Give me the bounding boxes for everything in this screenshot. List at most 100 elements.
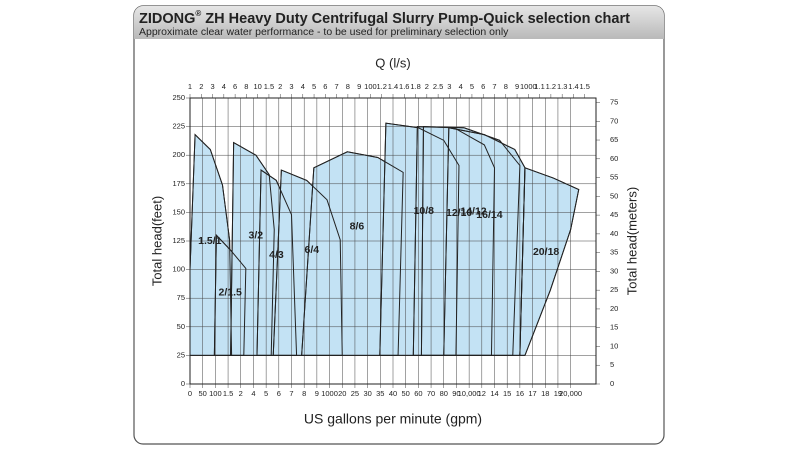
y2-tick-label: 5 bbox=[610, 360, 614, 369]
y-tick-label: 25 bbox=[177, 350, 185, 359]
x-tick-label: 5 bbox=[264, 389, 268, 398]
x2-tick-label: 10 bbox=[253, 82, 261, 91]
region-label: 8/6 bbox=[350, 220, 365, 232]
x2-tick-label: 1.4 bbox=[388, 82, 398, 91]
x2-tick-label: 1.6 bbox=[399, 82, 409, 91]
x2-tick-label: 1.5 bbox=[580, 82, 590, 91]
x-tick-label: 1.5 bbox=[223, 389, 233, 398]
x2-tick-label: 8 bbox=[244, 82, 248, 91]
x2-axis-label: Q (l/s) bbox=[375, 55, 410, 70]
x-tick-label: 20 bbox=[338, 389, 346, 398]
x2-tick-label: 4 bbox=[222, 82, 226, 91]
x2-tick-label: 6 bbox=[233, 82, 237, 91]
title-text: ZH Heavy Duty Centrifugal Slurry Pump-Qu… bbox=[205, 11, 630, 27]
x-tick-label: 8 bbox=[302, 389, 306, 398]
x-tick-label: 18 bbox=[541, 389, 549, 398]
x-tick-label: 19 bbox=[554, 389, 562, 398]
y2-tick-label: 50 bbox=[610, 191, 618, 200]
x2-tick-label: 4 bbox=[459, 82, 463, 91]
x-tick-label: 10,000 bbox=[458, 389, 481, 398]
x2-tick-label: 3 bbox=[447, 82, 451, 91]
region-label: 1.5/1 bbox=[198, 235, 222, 247]
x2-tick-label: 3 bbox=[210, 82, 214, 91]
x-tick-label: 25 bbox=[351, 389, 359, 398]
region-label: 16/14 bbox=[476, 209, 502, 221]
x2-tick-label: 100 bbox=[364, 82, 377, 91]
x2-tick-label: 4 bbox=[301, 82, 305, 91]
x-tick-label: 90 bbox=[452, 389, 460, 398]
brand-mark: ® bbox=[195, 9, 201, 18]
region-label: 10/8 bbox=[414, 205, 435, 217]
x-tick-label: 12 bbox=[478, 389, 486, 398]
x-tick-label: 50 bbox=[402, 389, 410, 398]
x2-tick-label: 5 bbox=[470, 82, 474, 91]
region-label: 3/2 bbox=[249, 229, 264, 241]
x2-tick-label: 7 bbox=[335, 82, 339, 91]
y2-axis-label: Total head(meters) bbox=[624, 187, 639, 295]
x2-tick-label: 1.1 bbox=[534, 82, 544, 91]
x2-tick-label: 6 bbox=[323, 82, 327, 91]
x2-tick-label: 1 bbox=[188, 82, 192, 91]
x2-tick-label: 1.5 bbox=[264, 82, 274, 91]
x2-tick-label: 1.2 bbox=[546, 82, 556, 91]
x2-tick-label: 3 bbox=[289, 82, 293, 91]
y-tick-label: 150 bbox=[172, 207, 185, 216]
y2-tick-label: 40 bbox=[610, 229, 618, 238]
x-tick-label: 0 bbox=[188, 389, 192, 398]
x-tick-label: 7 bbox=[289, 389, 293, 398]
x2-tick-label: 2 bbox=[199, 82, 203, 91]
x-tick-label: 9 bbox=[315, 389, 319, 398]
y2-tick-label: 15 bbox=[610, 323, 618, 332]
y2-tick-label: 0 bbox=[610, 379, 614, 388]
pump-region bbox=[443, 127, 526, 356]
x2-tick-label: 8 bbox=[346, 82, 350, 91]
x2-tick-label: 2 bbox=[278, 82, 282, 91]
y-tick-label: 50 bbox=[177, 322, 185, 331]
x2-tick-label: 1000 bbox=[520, 82, 537, 91]
x-tick-label: 30 bbox=[363, 389, 371, 398]
region-label: 12/10 bbox=[446, 207, 472, 219]
x2-tick-label: 1.2 bbox=[377, 82, 387, 91]
y2-tick-label: 10 bbox=[610, 341, 618, 350]
chart-title: ZIDONG® ZH Heavy Duty Centrifugal Slurry … bbox=[139, 9, 630, 27]
x2-tick-label: 1.3 bbox=[557, 82, 567, 91]
x2-tick-label: 5 bbox=[312, 82, 316, 91]
x-tick-label: 16 bbox=[516, 389, 524, 398]
y2-tick-label: 65 bbox=[610, 135, 618, 144]
x-tick-label: 2 bbox=[239, 389, 243, 398]
region-label: 2/1.5 bbox=[219, 287, 243, 299]
region-label: 14/12 bbox=[460, 206, 486, 218]
x-tick-label: 17 bbox=[528, 389, 536, 398]
brand: ZIDONG bbox=[139, 11, 195, 27]
x-axis-label: US gallons per minute (gpm) bbox=[304, 411, 482, 427]
region-label: 4/3 bbox=[269, 249, 284, 261]
y2-tick-label: 60 bbox=[610, 154, 618, 163]
y2-tick-label: 70 bbox=[610, 116, 618, 125]
x2-tick-label: 1.8 bbox=[410, 82, 420, 91]
x-tick-label: 100 bbox=[209, 389, 222, 398]
y-axis-label: Total head(feet) bbox=[149, 196, 164, 286]
x-tick-label: 20,000 bbox=[559, 389, 582, 398]
y2-tick-label: 20 bbox=[610, 304, 618, 313]
y2-tick-label: 30 bbox=[610, 266, 618, 275]
y2-tick-label: 35 bbox=[610, 248, 618, 257]
x-tick-label: 70 bbox=[427, 389, 435, 398]
x-tick-label: 14 bbox=[490, 389, 498, 398]
x-tick-label: 15 bbox=[503, 389, 511, 398]
x2-tick-label: 8 bbox=[504, 82, 508, 91]
y-tick-label: 0 bbox=[181, 379, 185, 388]
x2-tick-label: 2.5 bbox=[433, 82, 443, 91]
y-tick-label: 175 bbox=[172, 179, 185, 188]
x2-tick-label: 7 bbox=[492, 82, 496, 91]
header-bar bbox=[134, 6, 664, 39]
region-label: 20/18 bbox=[533, 246, 559, 258]
x-tick-label: 50 bbox=[199, 389, 207, 398]
y-tick-label: 250 bbox=[172, 93, 185, 102]
y-tick-label: 225 bbox=[172, 122, 185, 131]
y-tick-label: 200 bbox=[172, 150, 185, 159]
x-tick-label: 4 bbox=[251, 389, 255, 398]
chart-subtitle: Approximate clear water performance - to… bbox=[139, 26, 509, 38]
x-tick-label: 6 bbox=[277, 389, 281, 398]
y2-tick-label: 75 bbox=[610, 97, 618, 106]
